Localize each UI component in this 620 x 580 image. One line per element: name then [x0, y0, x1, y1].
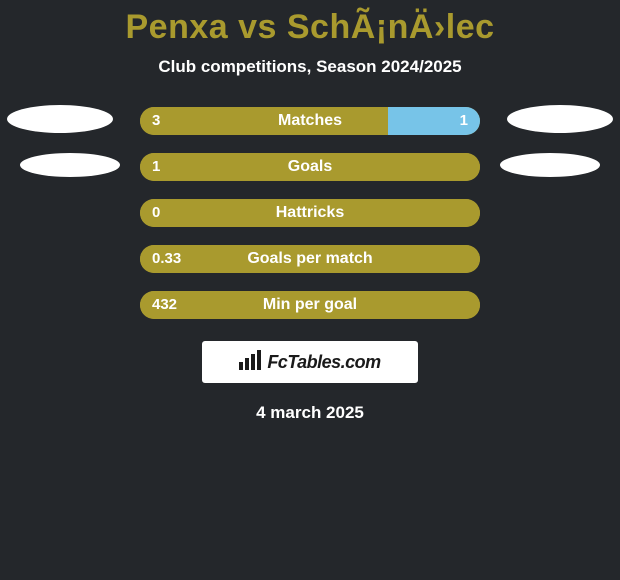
player-avatar-left — [20, 153, 120, 177]
stat-bar — [140, 199, 480, 227]
stat-bar-left — [140, 107, 388, 135]
stat-bar-left — [140, 199, 480, 227]
stat-bar-left — [140, 245, 480, 273]
stat-row: Goals per match0.33 — [0, 245, 620, 273]
stat-row: Matches31 — [0, 107, 620, 135]
stat-bar-left — [140, 291, 480, 319]
stat-row: Min per goal432 — [0, 291, 620, 319]
stat-value-left: 3 — [152, 107, 160, 135]
stat-bar — [140, 153, 480, 181]
stat-bar-left — [140, 153, 480, 181]
player-avatar-right — [500, 153, 600, 177]
stat-row: Hattricks0 — [0, 199, 620, 227]
player-avatar-right — [507, 105, 613, 133]
stat-value-left: 432 — [152, 291, 177, 319]
brand-badge: FcTables.com — [202, 341, 418, 383]
brand-text: FcTables.com — [267, 352, 380, 373]
comparison-subtitle: Club competitions, Season 2024/2025 — [0, 57, 620, 77]
comparison-date: 4 march 2025 — [0, 403, 620, 423]
player-avatar-left — [7, 105, 113, 133]
stat-value-right: 1 — [460, 107, 468, 135]
stat-row: Goals1 — [0, 153, 620, 181]
stat-bar — [140, 245, 480, 273]
stats-container: Matches31Goals1Hattricks0Goals per match… — [0, 107, 620, 319]
comparison-title: Penxa vs SchÃ¡nÄ›lec — [0, 8, 620, 47]
stat-bar — [140, 291, 480, 319]
stat-value-left: 0 — [152, 199, 160, 227]
chart-icon — [239, 350, 261, 375]
stat-bar — [140, 107, 480, 135]
stat-value-left: 0.33 — [152, 245, 181, 273]
stat-value-left: 1 — [152, 153, 160, 181]
